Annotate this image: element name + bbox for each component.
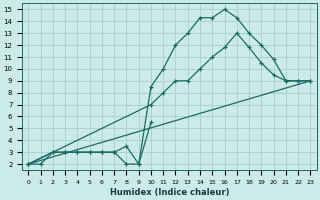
X-axis label: Humidex (Indice chaleur): Humidex (Indice chaleur) (110, 188, 229, 197)
